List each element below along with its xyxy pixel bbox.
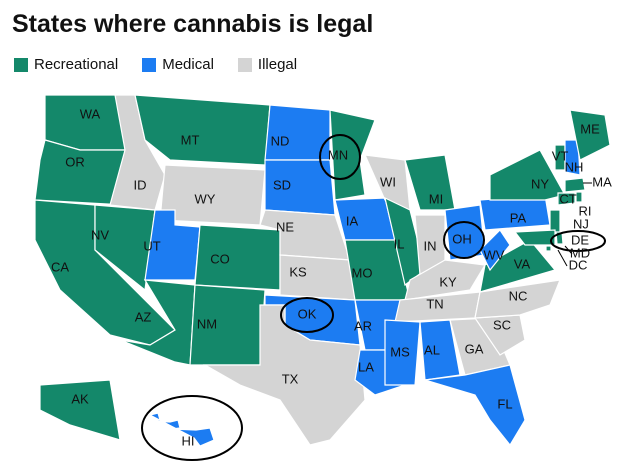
highlights bbox=[141, 134, 606, 461]
state-label: IN bbox=[424, 238, 437, 253]
state-label: GA bbox=[465, 341, 484, 356]
state-label: UT bbox=[143, 238, 160, 253]
state-label: MO bbox=[352, 265, 373, 280]
state-label: IA bbox=[346, 213, 359, 228]
state-shape bbox=[479, 229, 511, 272]
state-label: AZ bbox=[135, 309, 152, 324]
state-label: VA bbox=[514, 256, 531, 271]
state-shape bbox=[564, 177, 586, 193]
legend: Recreational Medical Illegal bbox=[14, 56, 297, 73]
highlight-circle bbox=[319, 134, 361, 180]
state-label: NJ bbox=[573, 216, 589, 231]
state-shape bbox=[569, 109, 611, 161]
state-shape bbox=[424, 364, 526, 447]
state-label: AR bbox=[354, 318, 372, 333]
state-shape bbox=[474, 279, 561, 319]
state-shape bbox=[513, 229, 556, 246]
state-label: ME bbox=[580, 121, 600, 136]
state-label: MD bbox=[570, 245, 590, 260]
title: States where cannabis is legal bbox=[12, 10, 374, 38]
legend-swatch bbox=[237, 57, 252, 72]
state-label: MN bbox=[328, 147, 348, 162]
state-label: MT bbox=[181, 132, 200, 147]
highlight-circle bbox=[550, 230, 606, 252]
state-label: ND bbox=[271, 133, 290, 148]
legend-label: Illegal bbox=[257, 56, 298, 73]
legend-item: Illegal bbox=[237, 56, 298, 73]
state-label: NE bbox=[276, 219, 294, 234]
state-label: CO bbox=[210, 251, 230, 266]
state-label: NM bbox=[197, 316, 217, 331]
state-shape bbox=[194, 224, 281, 291]
state-label: OR bbox=[65, 154, 85, 169]
state-label: SC bbox=[493, 317, 511, 332]
state-label: OH bbox=[452, 231, 472, 246]
state-label: LA bbox=[358, 359, 374, 374]
state-label: NY bbox=[531, 176, 549, 191]
state-label: WV bbox=[484, 247, 505, 262]
state-shape bbox=[329, 109, 376, 201]
state-shape bbox=[564, 139, 581, 176]
state-label: HI bbox=[182, 433, 195, 448]
state-shape bbox=[557, 192, 576, 206]
state-label: TN bbox=[426, 296, 443, 311]
legend-label: Recreational bbox=[34, 56, 119, 73]
state-label: VT bbox=[552, 148, 569, 163]
highlight-circle bbox=[443, 221, 485, 259]
legend-swatch bbox=[142, 57, 157, 72]
state-shape bbox=[479, 239, 557, 293]
state-label: AK bbox=[71, 391, 89, 406]
state-shape bbox=[545, 245, 552, 252]
state-label: FL bbox=[497, 396, 512, 411]
state-shape bbox=[384, 319, 421, 386]
state-label: DC bbox=[569, 257, 588, 272]
state-label: MI bbox=[429, 191, 443, 206]
leader-lines bbox=[557, 182, 592, 267]
state-shape bbox=[39, 379, 121, 441]
state-shape bbox=[575, 191, 583, 203]
leader-line bbox=[557, 249, 568, 267]
state-label: KY bbox=[439, 274, 457, 289]
states bbox=[34, 94, 611, 447]
state-label: MA bbox=[592, 174, 612, 189]
state-shape bbox=[148, 412, 215, 447]
state-label: KS bbox=[289, 264, 307, 279]
state-label: RI bbox=[579, 203, 592, 218]
state-label: CA bbox=[51, 259, 69, 274]
state-label: NH bbox=[565, 159, 584, 174]
highlight-circle bbox=[141, 395, 243, 461]
state-label: SD bbox=[273, 177, 291, 192]
state-label: NV bbox=[91, 227, 109, 242]
state-label: OK bbox=[298, 306, 317, 321]
state-label: AL bbox=[424, 342, 440, 357]
state-label: IL bbox=[394, 236, 405, 251]
legend-item: Medical bbox=[142, 56, 214, 73]
legend-swatch bbox=[14, 57, 28, 72]
state-label: WY bbox=[195, 191, 216, 206]
state-shape bbox=[419, 319, 461, 381]
legend-item: Recreational bbox=[14, 56, 118, 73]
legend-label: Medical bbox=[162, 56, 214, 73]
state-label: DE bbox=[571, 232, 589, 247]
state-label: ID bbox=[134, 177, 147, 192]
state-labels: WA OR CA NV ID MT WY UT CO AZ NM ND SD NE KS OK TX MN IA MO… bbox=[51, 106, 612, 448]
state-label: WI bbox=[380, 174, 396, 189]
state-label: WA bbox=[80, 106, 101, 121]
state-shape bbox=[404, 259, 486, 301]
state-shape bbox=[489, 149, 566, 201]
leader-line bbox=[564, 245, 573, 255]
state-label: NC bbox=[509, 288, 528, 303]
highlight-circle bbox=[280, 297, 334, 333]
state-shape bbox=[134, 94, 271, 166]
state-label: TX bbox=[282, 371, 299, 386]
state-label: MS bbox=[390, 344, 410, 359]
state-label: CT bbox=[559, 191, 576, 206]
state-label: PA bbox=[510, 210, 527, 225]
